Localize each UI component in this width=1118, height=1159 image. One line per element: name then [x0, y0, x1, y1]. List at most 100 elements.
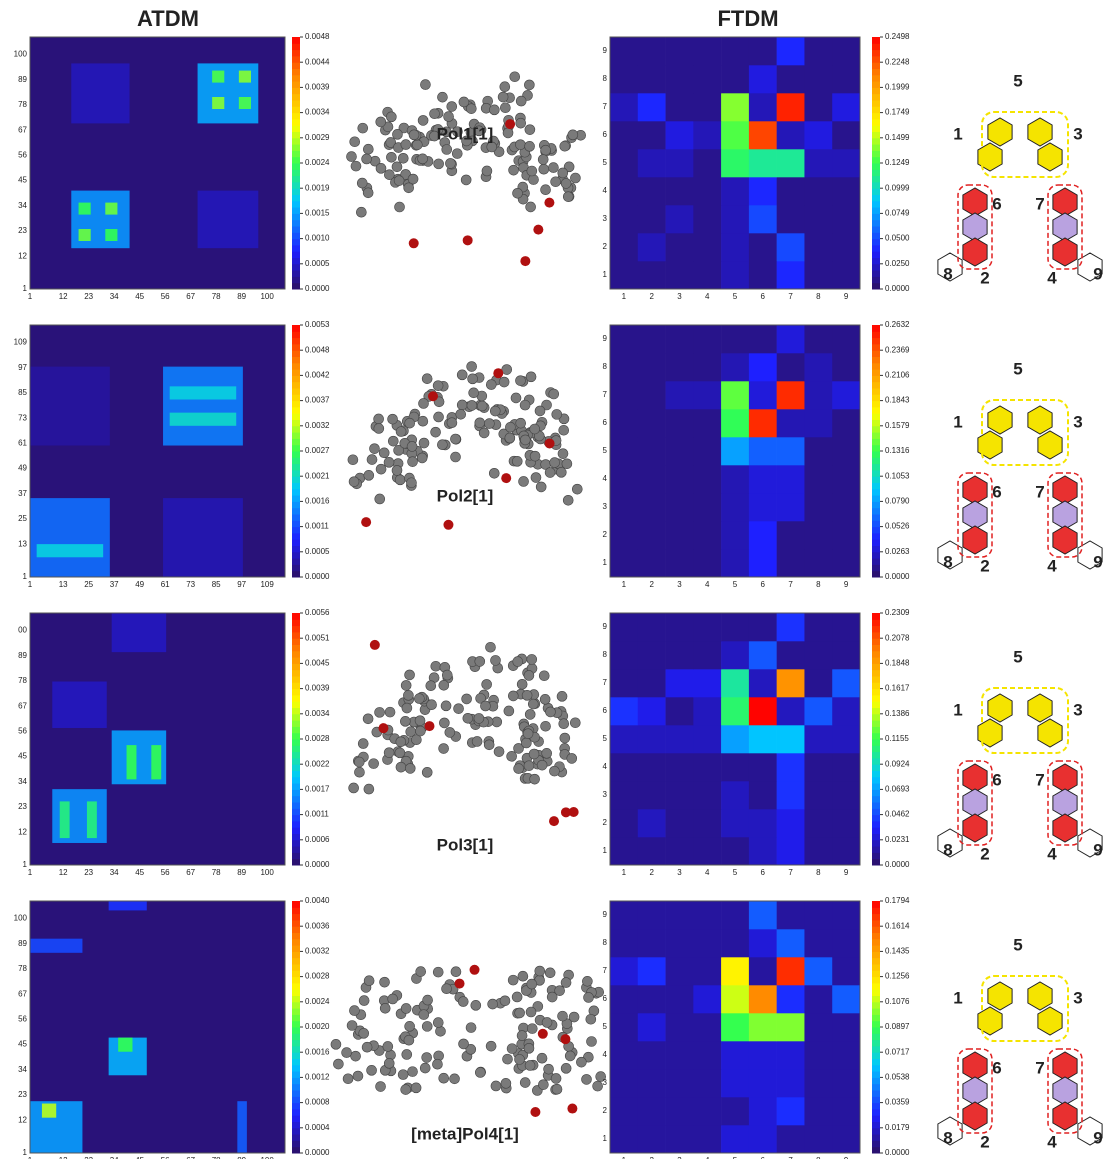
colorbar-swatch	[292, 613, 300, 620]
heatmap-cell	[693, 233, 721, 261]
heatmap-cell	[666, 929, 694, 957]
colorbar-swatch	[292, 251, 300, 258]
heatmap-cell	[832, 1097, 860, 1125]
oxygen-atom	[428, 391, 438, 401]
atom	[396, 737, 406, 747]
atom	[386, 112, 396, 122]
heatmap-cell	[666, 1125, 694, 1153]
colorbar-swatch	[292, 363, 300, 370]
atom	[486, 1041, 496, 1051]
y-tick-label: 12	[18, 827, 27, 836]
colorbar-label: 0.0016	[305, 1047, 330, 1056]
atom	[435, 1026, 445, 1036]
colorbar-swatch	[292, 125, 300, 132]
heatmap-cell	[721, 93, 749, 121]
atom	[414, 694, 424, 704]
colorbar-swatch	[292, 846, 300, 853]
oxygen-atom	[560, 1034, 570, 1044]
y-tick-label: 73	[18, 413, 27, 422]
atom	[549, 766, 559, 776]
colorbar-label: 0.0250	[885, 259, 910, 268]
density-block	[79, 229, 91, 241]
colorbar-label: 0.1848	[885, 659, 910, 668]
heatmap-cell	[693, 437, 721, 465]
ring	[988, 982, 1012, 1010]
heatmap-cell	[610, 549, 638, 577]
heatmap-cell	[666, 409, 694, 437]
colorbar-swatch	[292, 232, 300, 239]
colorbar-swatch	[292, 1059, 300, 1066]
figure: ATDM FTDM 112233445566778891001122334455…	[0, 0, 1118, 1159]
atom	[419, 398, 429, 408]
colorbar-swatch	[872, 533, 880, 540]
y-tick-label: 7	[603, 390, 608, 399]
colorbar-swatch	[872, 1059, 880, 1066]
ring	[963, 188, 987, 216]
ring	[988, 406, 1012, 434]
colorbar-swatch	[292, 657, 300, 664]
heatmap-cell	[638, 121, 666, 149]
colorbar-swatch	[292, 226, 300, 233]
density-block	[170, 413, 237, 426]
heatmap-cell	[638, 929, 666, 957]
atom	[548, 163, 558, 173]
colorbar-swatch	[292, 489, 300, 496]
oxygen-atom	[378, 723, 388, 733]
group-number: 1	[953, 988, 962, 1007]
group-number: 4	[1047, 1132, 1057, 1151]
colorbar-swatch	[292, 1046, 300, 1053]
colorbar-swatch	[872, 859, 880, 866]
atom	[418, 115, 428, 125]
atom	[439, 718, 449, 728]
group-number: 8	[943, 552, 952, 571]
atom	[447, 418, 457, 428]
colorbar-label: 0.0028	[305, 972, 330, 981]
x-tick-label: 1	[28, 292, 33, 301]
heatmap-cell	[777, 521, 805, 549]
heatmap-cell	[610, 809, 638, 837]
molecule-label: Pol3[1]	[437, 835, 494, 854]
atom	[539, 164, 549, 174]
heatmap-cell	[832, 641, 860, 669]
colorbar-swatch	[292, 325, 300, 332]
colorbar-swatch	[872, 258, 880, 265]
atom	[560, 733, 570, 743]
y-tick-label: 9	[603, 622, 608, 631]
heatmap-cell	[749, 37, 777, 65]
atom	[484, 740, 494, 750]
x-tick-label: 2	[649, 868, 654, 877]
atom	[593, 1081, 603, 1091]
colorbar-swatch	[872, 907, 880, 914]
atom	[398, 153, 408, 163]
colorbar-swatch	[292, 552, 300, 559]
colorbar-label: 0.0028	[305, 734, 330, 743]
colorbar-swatch	[292, 926, 300, 933]
atom	[459, 1039, 469, 1049]
density-block	[212, 71, 224, 83]
heatmap-cell	[749, 325, 777, 353]
atom	[509, 165, 519, 175]
x-tick-label: 3	[677, 580, 682, 589]
y-tick-label: 5	[603, 1022, 608, 1031]
colorbar-label: 0.0179	[885, 1123, 910, 1132]
heatmap-cell	[804, 409, 832, 437]
heatmap-cell	[610, 121, 638, 149]
colorbar-swatch	[292, 1033, 300, 1040]
group-number: 6	[992, 194, 1001, 213]
molecule-label: [meta]Pol4[1]	[411, 1124, 519, 1143]
colorbar-swatch	[292, 176, 300, 183]
y-tick-label: 1	[23, 572, 28, 581]
x-tick-label: 1	[622, 292, 627, 301]
colorbar-swatch	[872, 357, 880, 364]
atom	[422, 1053, 432, 1063]
x-tick-label: 49	[135, 580, 144, 589]
colorbar-swatch	[292, 113, 300, 120]
colorbar-label: 0.0717	[885, 1047, 910, 1056]
heatmap-cell	[749, 493, 777, 521]
oxygen-atom	[520, 256, 530, 266]
heatmap-cell	[666, 753, 694, 781]
colorbar-label: 0.0263	[885, 547, 910, 556]
oxygen-atom	[567, 1104, 577, 1114]
heatmap-cell	[749, 1069, 777, 1097]
molecule	[331, 965, 606, 1117]
